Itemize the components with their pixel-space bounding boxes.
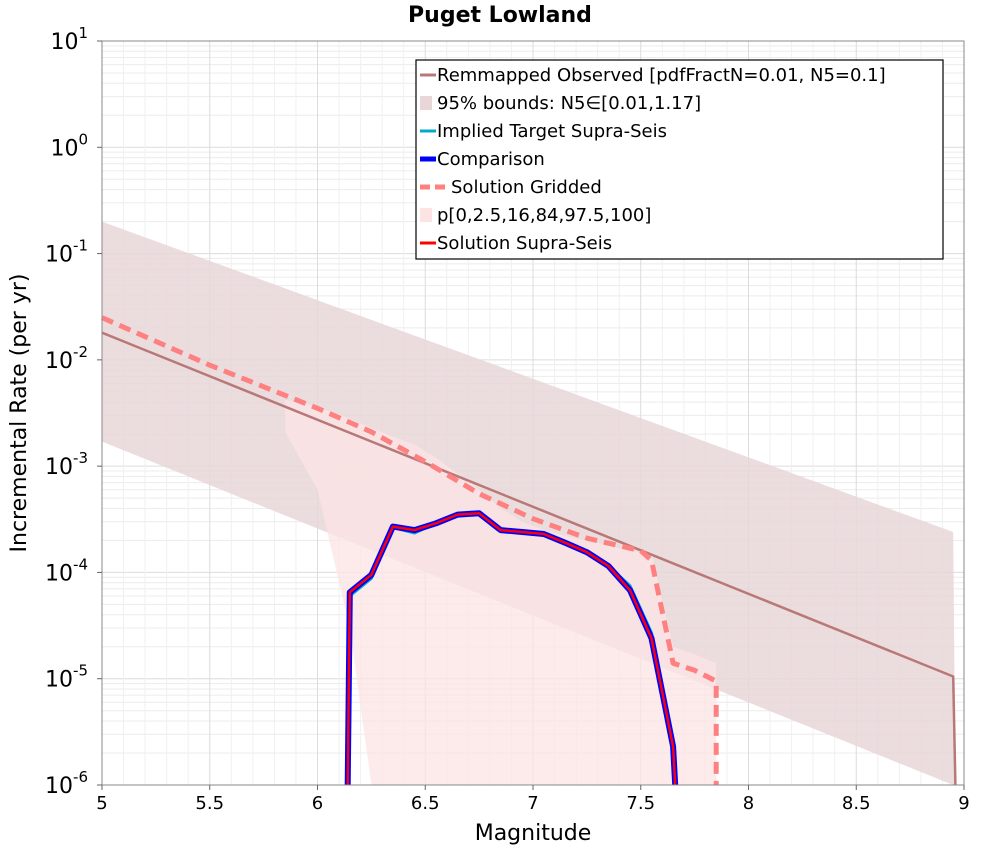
legend-label: p[0,2.5,16,84,97.5,100] [437,205,651,226]
y-axis-label: Incremental Rate (per yr) [7,274,32,553]
y-tick-label: 10-5 [45,662,88,693]
x-tick-label: 5 [96,793,107,814]
legend-label: 95% bounds: N5∈[0.01,1.17] [437,93,701,114]
legend-item-implied: Implied Target Supra-Seis [420,121,667,142]
percentiles-band [285,399,717,785]
legend-item-gridded: Solution Gridded [420,177,602,198]
legend-item-comparison: Comparison [420,149,545,170]
legend-item-percentiles: p[0,2.5,16,84,97.5,100] [420,205,651,226]
x-tick-label: 8.5 [842,793,871,814]
chart-title: Puget Lowland [408,3,592,28]
legend-item-remapped: Remmapped Observed [pdfFractN=0.01, N5=0… [420,65,886,86]
y-tick-label: 10-4 [45,555,88,586]
bands [102,221,956,786]
y-tick-label: 10-3 [45,449,88,480]
y-tick-label: 10-6 [45,768,88,799]
series-lines [100,315,957,786]
legend-label: Remmapped Observed [pdfFractN=0.01, N5=0… [437,65,886,86]
y-tick-label: 101 [50,24,88,55]
x-tick-label: 9 [958,793,969,814]
legend-item-bounds95: 95% bounds: N5∈[0.01,1.17] [420,93,701,114]
x-tick-label: 8 [743,793,754,814]
legend-swatch [420,208,432,222]
legend-label: Solution Supra-Seis [437,233,612,254]
legend-label: Implied Target Supra-Seis [437,121,667,142]
y-tick-label: 10-2 [45,343,88,374]
gridded-line [100,315,719,785]
y-tick-label: 100 [50,130,88,161]
x-tick-label: 7 [527,793,538,814]
remapped-line [101,331,957,786]
x-tick-label: 5.5 [195,793,224,814]
x-ticks: 5 5.5 6 6.5 7 7.5 8 8.5 9 [96,785,970,814]
legend-item-supra: Solution Supra-Seis [420,233,612,254]
bounds95-band [102,221,956,786]
x-tick-label: 6 [312,793,323,814]
legend: Remmapped Observed [pdfFractN=0.01, N5=0… [415,59,944,260]
supra-line [346,512,677,786]
x-axis-label: Magnitude [475,821,592,846]
y-tick-label: 10-1 [45,237,88,268]
legend-swatch [420,96,432,110]
legend-label: Comparison [437,149,545,170]
y-ticks: 101 100 10-1 10-2 10-3 10-4 10-5 10-6 [45,24,102,799]
x-tick-label: 6.5 [411,793,440,814]
x-tick-label: 7.5 [626,793,655,814]
legend-label: Solution Gridded [451,177,602,198]
legend-box [415,59,944,260]
